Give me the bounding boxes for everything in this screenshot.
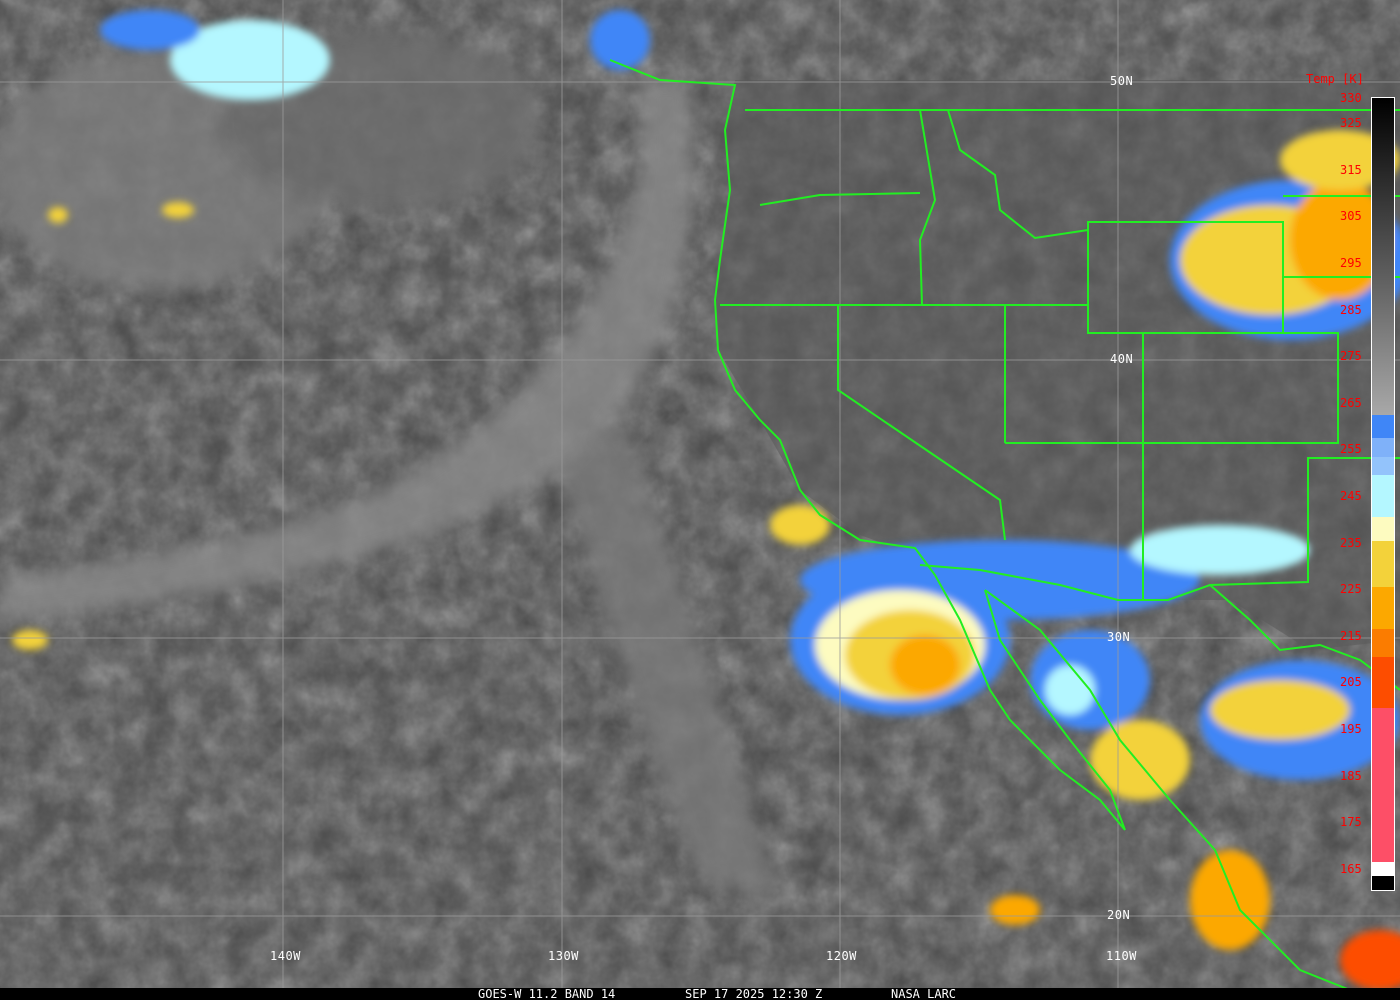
colorbar-tick-label: 225 (1340, 582, 1362, 597)
image-caption-bar: GOES-W 11.2 BAND 14 SEP 17 2025 12:30 Z … (0, 988, 1400, 1000)
colorbar-segment (1372, 438, 1394, 457)
idaho-border (918, 109, 937, 306)
caption-source: NASA LARC (891, 987, 957, 1000)
colorbar-tick-label: 185 (1340, 768, 1362, 783)
convective-clouds (12, 10, 1400, 990)
rio-grande (1209, 584, 1400, 691)
colorbar-segment (1372, 862, 1394, 877)
lat-label-50n: 50N (1110, 74, 1134, 88)
temperature-colorbar (1371, 97, 1395, 891)
colorbar-tick-label: 330 (1340, 91, 1362, 105)
montana-border (947, 109, 1089, 240)
colorbar-tick-label: 195 (1340, 721, 1362, 736)
colorbar-segment (1372, 456, 1394, 476)
colorbar-tick-label: 215 (1340, 628, 1362, 643)
colorbar-tick-label: 315 (1340, 162, 1362, 177)
colorbar-tick-label: 235 (1340, 535, 1362, 550)
colorbar-tick-label: 265 (1340, 395, 1362, 410)
lon-label-130w: 130W (548, 949, 579, 963)
colorbar-segment (1372, 540, 1394, 588)
lat-label-30n: 30N (1107, 630, 1131, 644)
colorbar-segment (1372, 708, 1394, 863)
wa-or-border (759, 192, 921, 206)
colorbar-tick-label: 295 (1340, 256, 1362, 271)
coastline (609, 59, 1126, 831)
colorbar-segment (1372, 475, 1394, 518)
colorbar-segment (1372, 414, 1394, 439)
mexico-coast (984, 589, 1351, 991)
us-mexico-border (919, 457, 1400, 601)
colorbar-tick-label: 255 (1340, 442, 1362, 457)
caption-satellite: GOES-W 11.2 BAND 14 (478, 987, 616, 1000)
colorbar-tick-label: 165 (1340, 861, 1362, 876)
lon-label-110w: 110W (1106, 949, 1137, 963)
caption-datetime: SEP 17 2025 12:30 Z (685, 987, 823, 1000)
colorbar-tick-label: 305 (1340, 209, 1362, 224)
lat-label-40n: 40N (1110, 352, 1134, 366)
colorbar-tick-label: 245 (1340, 489, 1362, 503)
colorbar-segment (1372, 629, 1394, 658)
colorbar-segment (1372, 587, 1394, 630)
colorbar-tick-label: 205 (1340, 675, 1362, 690)
cloud-band (0, 30, 780, 900)
lat-label-20n: 20N (1107, 908, 1131, 922)
colorbar-segment (1372, 876, 1394, 890)
lon-label-140w: 140W (270, 949, 301, 963)
nevada-california (837, 305, 1006, 541)
colorbar-segment (1372, 517, 1394, 541)
lon-label-120w: 120W (826, 949, 857, 963)
colorbar-tick-label: 285 (1340, 302, 1362, 317)
colorbar-tick-label: 325 (1340, 116, 1362, 131)
colorbar-tick-label: 275 (1340, 349, 1362, 364)
political-borders (609, 59, 1400, 991)
colorbar-segment (1372, 98, 1394, 415)
baja-east-coast (984, 589, 1126, 831)
colorbar-tick-label: 175 (1340, 815, 1362, 830)
colorado-line (1005, 332, 1339, 600)
colorbar-title: Temp [K] (1306, 72, 1364, 86)
colorbar-segment (1372, 657, 1394, 709)
